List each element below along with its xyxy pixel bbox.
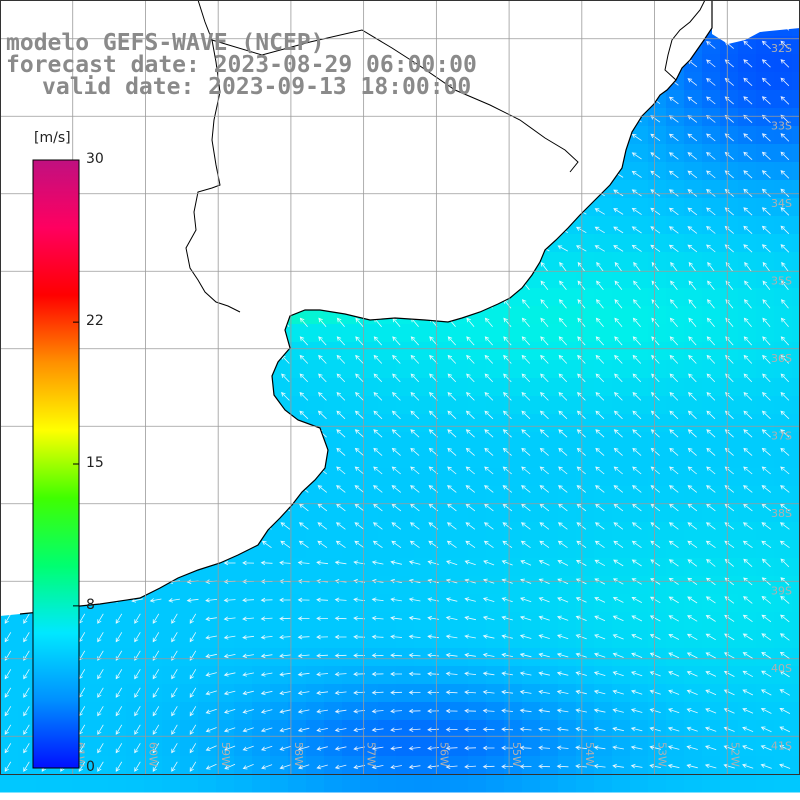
lon-label: 52W bbox=[728, 742, 741, 767]
lat-label: 34S bbox=[771, 197, 792, 210]
lon-label: 56W bbox=[437, 742, 450, 767]
lat-label: 41S bbox=[771, 739, 792, 752]
title-forecast-date: forecast date: 2023-08-29 06:00:00 bbox=[6, 52, 477, 78]
lon-label: 58W bbox=[292, 742, 305, 767]
latitude-labels: 32S 33S 34S 35S 36S 37S 38S 39S 40S 41S bbox=[771, 42, 792, 753]
lat-label: 35S bbox=[771, 274, 792, 287]
colorbar-tick-label: 0 bbox=[86, 759, 95, 775]
colorbar-gradient bbox=[32, 159, 80, 769]
lon-label: 59W bbox=[219, 742, 232, 767]
title-model: modelo GEFS-WAVE (NCEP) bbox=[6, 30, 325, 56]
lat-lon-grid bbox=[0, 0, 800, 775]
lon-label: 53W bbox=[656, 742, 669, 767]
lat-label: 38S bbox=[771, 507, 792, 520]
lon-label: 54W bbox=[583, 742, 596, 767]
colorbar bbox=[32, 159, 80, 769]
lat-label: 33S bbox=[771, 119, 792, 132]
title-valid-date: valid date: 2023-09-13 18:00:00 bbox=[42, 74, 472, 100]
lon-label: 55W bbox=[510, 742, 523, 767]
colorbar-tick-label: 22 bbox=[86, 313, 104, 330]
lat-label: 37S bbox=[771, 429, 792, 442]
colorbar-tick-label: 15 bbox=[86, 455, 104, 471]
lat-label: 39S bbox=[771, 584, 792, 597]
lat-label: 40S bbox=[771, 662, 792, 675]
lat-label: 32S bbox=[771, 42, 792, 55]
lon-label: 60W bbox=[146, 742, 159, 767]
colorbar-tick-label: 8 bbox=[86, 596, 95, 613]
lon-label: 57W bbox=[365, 742, 378, 767]
lat-label: 36S bbox=[771, 352, 792, 365]
land-mask bbox=[19, 0, 713, 615]
colorbar-unit-label: [m/s] bbox=[34, 130, 71, 146]
colorbar-tick-label: 30 bbox=[86, 151, 104, 167]
